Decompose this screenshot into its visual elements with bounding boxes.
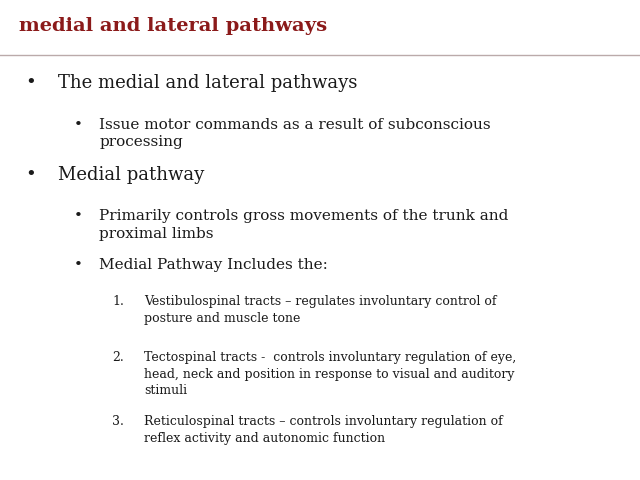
Text: 2.: 2.: [112, 351, 124, 364]
Text: Tectospinal tracts -  controls involuntary regulation of eye,
head, neck and pos: Tectospinal tracts - controls involuntar…: [144, 351, 516, 397]
Text: Vestibulospinal tracts – regulates involuntary control of
posture and muscle ton: Vestibulospinal tracts – regulates invol…: [144, 295, 497, 324]
Text: Primarily controls gross movements of the trunk and
proximal limbs: Primarily controls gross movements of th…: [99, 209, 509, 240]
Text: Reticulospinal tracts – controls involuntary regulation of
reflex activity and a: Reticulospinal tracts – controls involun…: [144, 415, 503, 444]
Text: Medial Pathway Includes the:: Medial Pathway Includes the:: [99, 258, 328, 272]
Text: medial and lateral pathways: medial and lateral pathways: [19, 17, 327, 35]
Text: 3.: 3.: [112, 415, 124, 428]
Text: Issue motor commands as a result of subconscious
processing: Issue motor commands as a result of subc…: [99, 118, 491, 149]
Text: •: •: [74, 118, 83, 132]
Text: Medial pathway: Medial pathway: [58, 166, 204, 183]
Text: The medial and lateral pathways: The medial and lateral pathways: [58, 74, 357, 93]
Text: •: •: [74, 258, 83, 272]
Text: •: •: [26, 74, 36, 93]
Text: 1.: 1.: [112, 295, 124, 308]
Text: •: •: [26, 166, 36, 183]
Text: •: •: [74, 209, 83, 223]
